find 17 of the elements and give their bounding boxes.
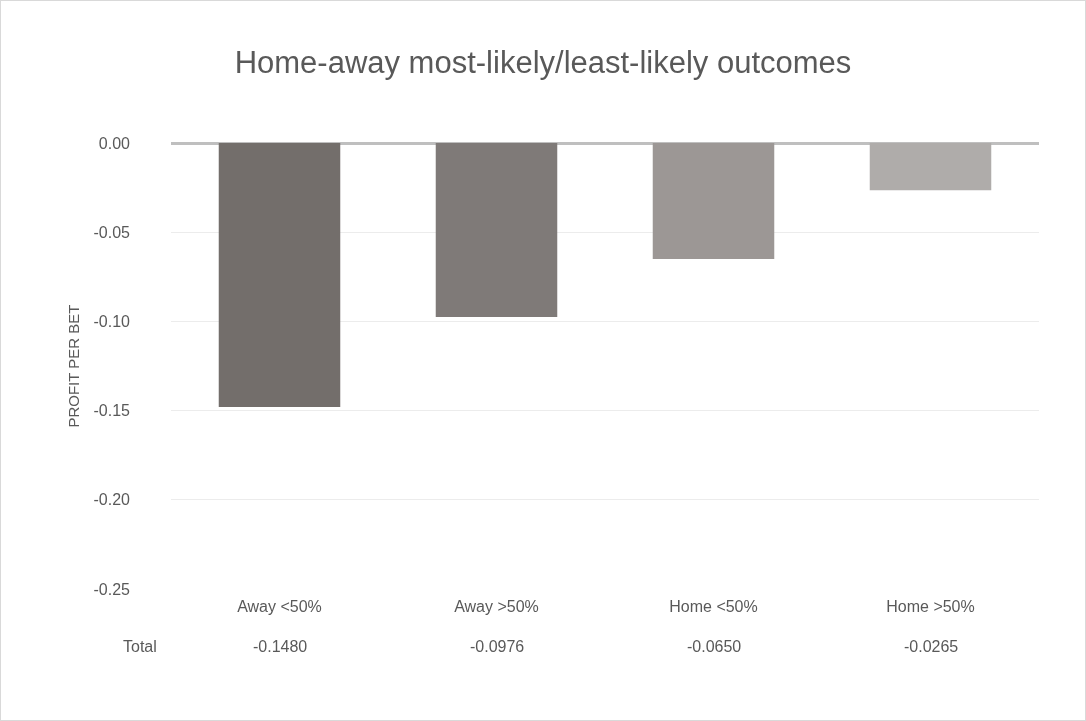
y-tick-label: -0.20 [93,491,131,509]
x-tick-label: Away >50% [454,598,539,615]
data-label: -0.0650 [687,638,742,655]
y-tick-label: -0.10 [93,313,131,330]
y-tick-label: -0.25 [93,580,131,598]
data-label: -0.0976 [470,638,525,655]
y-axis-title: PROFIT PER BET [64,304,82,428]
text: Total [123,638,157,655]
x-tick-label: Away <50% [237,598,322,615]
y-tick-label: -0.05 [93,223,131,241]
x-tick-label: Home <50% [669,598,758,615]
chart-title: Home-away most-likely/least-likely outcomes [234,45,852,81]
y-tick-label: -0.15 [93,402,131,420]
x-tick-label: Home >50% [886,598,975,615]
data-label: -0.1480 [253,638,308,655]
y-tick-label: 0.00 [98,134,131,152]
data-label: -0.0265 [904,638,959,655]
